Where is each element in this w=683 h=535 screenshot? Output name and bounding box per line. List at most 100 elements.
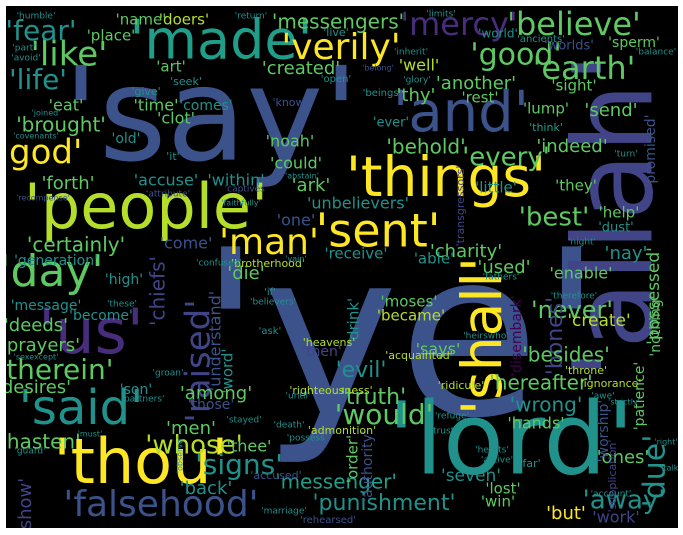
cloud-word: 'art' <box>156 58 186 76</box>
cloud-word: 'signs' <box>195 448 283 481</box>
cloud-word: 'come' <box>160 234 213 253</box>
cloud-word: 'if' <box>264 287 276 298</box>
cloud-word: 'thou' <box>54 425 229 498</box>
cloud-word: 'well' <box>399 56 440 75</box>
cloud-word: 'brotherhood' <box>231 257 305 270</box>
cloud-word: 'says' <box>416 340 461 359</box>
cloud-word: 'lost' <box>485 480 520 498</box>
cloud-word: 'rehearsed' <box>300 515 356 526</box>
cloud-word: 'time' <box>134 96 179 115</box>
cloud-word: 'eat' <box>49 96 84 115</box>
cloud-word: 'authority' <box>360 430 376 502</box>
cloud-word: 'partners' <box>121 395 164 405</box>
cloud-word: 'return' <box>235 12 267 22</box>
cloud-word: 'behold' <box>386 135 465 159</box>
cloud-word: 'glory' <box>403 76 431 86</box>
cloud-word: 'rest' <box>461 89 498 107</box>
cloud-word: 'turn' <box>614 150 637 160</box>
cloud-word: 'would' <box>335 398 434 431</box>
cloud-word: 'but' <box>546 503 586 524</box>
cloud-word: 'man' <box>219 222 319 263</box>
cloud-word: 'shall' <box>450 257 514 415</box>
cloud-word: 'dust' <box>598 221 634 236</box>
cloud-word: 'death' <box>274 421 305 431</box>
cloud-word: 'give' <box>131 85 160 98</box>
cloud-word: 'sight' <box>551 77 596 95</box>
cloud-word: 'ark' <box>292 175 331 196</box>
cloud-word: 'god' <box>6 133 82 173</box>
cloud-word: 'become' <box>69 308 133 324</box>
cloud-word: 'besides' <box>522 343 609 367</box>
cloud-word: 'made' <box>130 9 313 72</box>
cloud-word: 'generation' <box>14 253 98 269</box>
cloud-word: 'admonition' <box>308 424 376 437</box>
cloud-word: 'it' <box>166 150 179 163</box>
cloud-word: 'and' <box>393 80 529 145</box>
cloud-word: 'us' <box>38 295 144 368</box>
cloud-word: 'ye' <box>199 202 603 469</box>
cloud-word: 'therein' <box>6 353 114 386</box>
cloud-word: 'old' <box>111 131 140 147</box>
cloud-word: 'believers' <box>250 298 296 308</box>
cloud-word: 'recompense' <box>16 194 70 203</box>
cloud-word: 'heirswho' <box>463 332 509 342</box>
cloud-word: 'used' <box>477 257 530 278</box>
cloud-word: 'high' <box>105 272 143 288</box>
cloud-word: 'marriage' <box>261 507 307 517</box>
cloud-word: 'due' <box>638 434 673 507</box>
cloud-word: 'therefore' <box>551 292 597 302</box>
cloud-word: 'accused' <box>250 469 301 482</box>
cloud-word: 'awe' <box>591 392 614 402</box>
cloud-word: 'indeed' <box>536 136 607 157</box>
cloud-word: 'message' <box>11 298 82 314</box>
cloud-word: 'must' <box>78 430 103 439</box>
cloud-word: 'enable' <box>549 264 612 283</box>
cloud-word: 'covenants' <box>13 132 59 141</box>
cloud-word: 'chiefs' <box>146 256 170 326</box>
cloud-word: 'night' <box>568 238 596 248</box>
cloud-word: 'able' <box>414 250 454 268</box>
cloud-word: 'vain' <box>285 255 306 264</box>
cloud-word: 'certainly' <box>27 233 125 257</box>
cloud-word: 'transgressors' <box>454 166 467 247</box>
cloud-word: 'evil' <box>336 358 387 383</box>
cloud-word: 'order' <box>344 435 362 483</box>
cloud-word: 'bones' <box>543 297 568 375</box>
cloud-word: 'away' <box>583 486 666 516</box>
cloud-word: 'then' <box>302 344 342 360</box>
cloud-word: 'forth' <box>41 173 94 194</box>
cloud-word: 'those' <box>188 397 235 413</box>
cloud-word: 'open' <box>321 74 351 85</box>
cloud-word: 'hereafter' <box>489 371 592 395</box>
cloud-word: 'little' <box>475 179 517 197</box>
cloud-word: 'could' <box>270 154 322 173</box>
cloud-word: 'drink' <box>345 298 363 344</box>
cloud-word: 'hasten' <box>6 430 81 454</box>
cloud-word: 'worlds' <box>544 39 594 54</box>
cloud-word: 'sperm' <box>608 35 660 51</box>
cloud-word: 'guard' <box>14 447 45 457</box>
cloud-word: 'every' <box>462 143 550 173</box>
cloud-word: 'joined' <box>32 109 61 118</box>
cloud-word: 'disembark' <box>509 295 525 376</box>
cloud-word: 'back' <box>180 478 233 499</box>
cloud-word: 'supplication' <box>606 440 619 513</box>
cloud-word: 'whose' <box>145 431 243 461</box>
cloud-word: 'never' <box>531 296 613 324</box>
cloud-word: 'accuse' <box>134 171 199 190</box>
cloud-word: 'sent' <box>316 204 441 258</box>
cloud-word: 'unbelievers' <box>307 194 409 213</box>
cloud-word: 'belong' <box>362 64 394 73</box>
cloud-word: 'attribute' <box>146 190 190 200</box>
cloud-word: 'son' <box>120 382 152 398</box>
cloud-word: 'hands' <box>507 414 564 433</box>
cloud-word: 'brought' <box>16 113 106 137</box>
cloud-word: 'understand' <box>206 291 225 391</box>
cloud-word: 'inherit' <box>394 48 428 58</box>
cloud-word: 'ones' <box>597 447 650 468</box>
cloud-word: 'best' <box>519 203 590 233</box>
cloud-word: 'earth' <box>533 49 636 87</box>
cloud-word: 'send' <box>584 100 637 121</box>
cloud-word: 'until' <box>286 392 311 402</box>
cloud-word: 'limits' <box>426 10 455 20</box>
